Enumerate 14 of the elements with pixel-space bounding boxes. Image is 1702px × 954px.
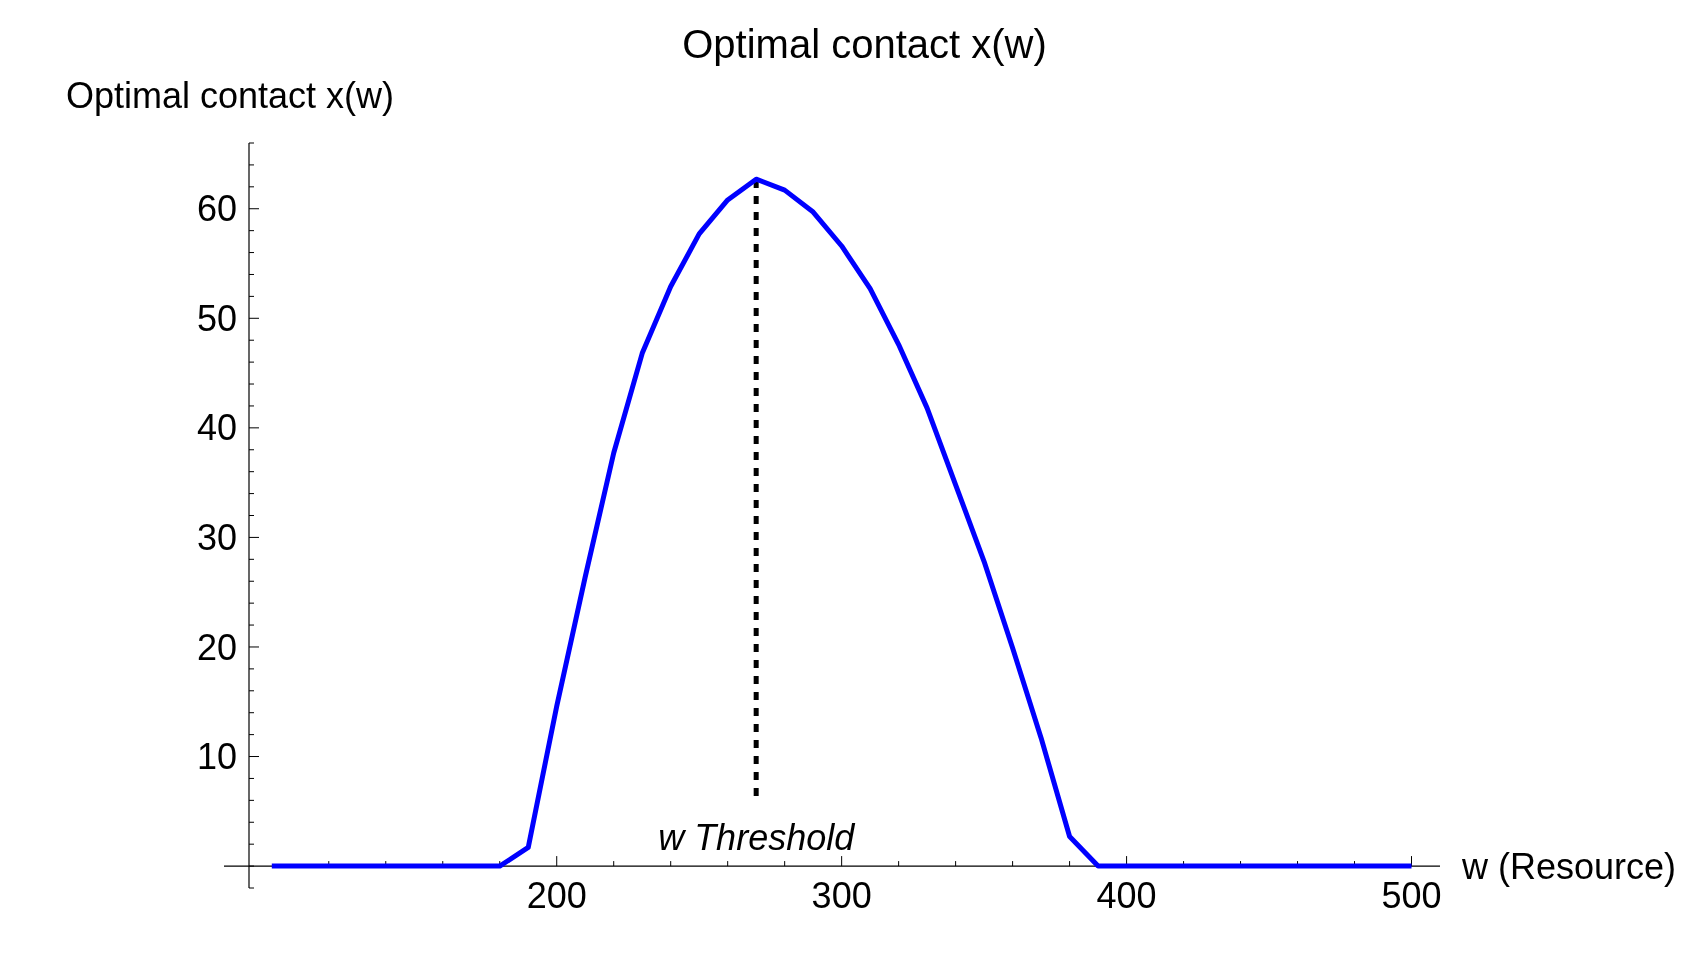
y-tick-label: 40 [196,407,237,449]
x-tick-label: 300 [811,875,872,917]
chart-title: Optimal contact x(w) [682,22,1047,66]
x-tick-label: 500 [1381,875,1442,917]
y-tick-label: 50 [196,297,237,339]
x-tick-label: 200 [526,875,587,917]
y-tick-label: 60 [196,188,237,230]
x-axis-title: w (Resource) [1461,845,1677,887]
ref-line-label: w Threshold [658,817,856,859]
x-tick-label: 400 [1096,875,1157,917]
y-tick-label: 20 [196,626,237,668]
y-axis-title: Optimal contact x(w) [66,75,395,116]
y-tick-label: 30 [196,517,237,559]
y-tick-label: 10 [196,736,237,778]
